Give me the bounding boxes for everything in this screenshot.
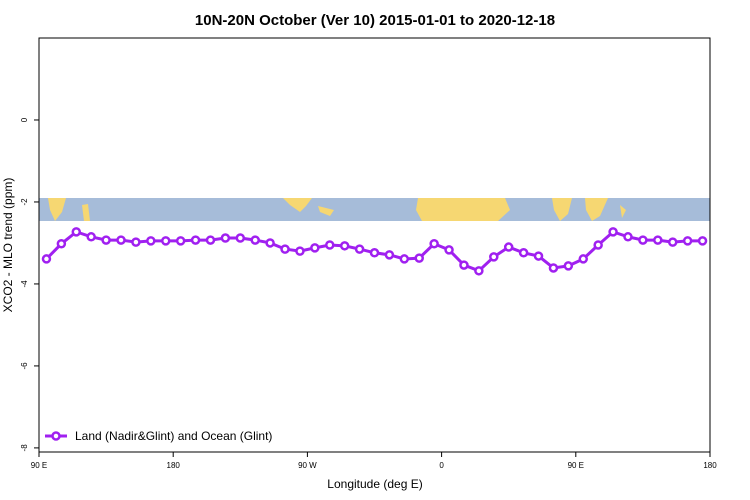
x-tick-label: 180 bbox=[167, 461, 181, 470]
data-point bbox=[503, 242, 514, 252]
data-point bbox=[414, 253, 424, 263]
land bbox=[82, 204, 90, 221]
map-band bbox=[39, 198, 710, 221]
y-tick-label: -6 bbox=[20, 362, 29, 370]
data-point bbox=[235, 233, 246, 243]
x-tick-label: 90 E bbox=[31, 461, 47, 470]
data-point bbox=[354, 244, 365, 254]
x-tick-label: 90 W bbox=[298, 461, 317, 470]
x-tick-label: 180 bbox=[703, 461, 717, 470]
land bbox=[552, 198, 572, 221]
data-point bbox=[682, 236, 693, 246]
data-point bbox=[205, 235, 216, 245]
land bbox=[283, 198, 312, 212]
land bbox=[318, 206, 334, 216]
data-point bbox=[101, 235, 111, 245]
y-tick-label: -4 bbox=[20, 280, 29, 288]
data-point bbox=[56, 239, 67, 249]
data-point bbox=[280, 244, 290, 254]
data-point bbox=[697, 236, 708, 246]
y-tick-label: -8 bbox=[20, 444, 29, 452]
data-point bbox=[578, 254, 589, 264]
ocean bbox=[39, 198, 710, 221]
data-point bbox=[220, 233, 231, 243]
data-point bbox=[71, 227, 82, 237]
data-point bbox=[265, 238, 275, 248]
data-point bbox=[444, 245, 454, 255]
data-point bbox=[638, 235, 648, 245]
data-point bbox=[533, 251, 544, 261]
data-point bbox=[160, 236, 171, 246]
y-tick-label: 0 bbox=[20, 117, 29, 122]
data-point bbox=[399, 254, 410, 264]
data-point bbox=[653, 235, 663, 245]
data-point bbox=[489, 252, 499, 262]
land bbox=[416, 198, 510, 221]
data-point bbox=[608, 227, 618, 237]
legend-label: Land (Nadir&Glint) and Ocean (Glint) bbox=[75, 429, 272, 443]
data-point bbox=[623, 232, 633, 242]
data-point bbox=[131, 237, 141, 247]
data-point bbox=[190, 235, 201, 245]
land bbox=[585, 198, 608, 221]
data-point bbox=[325, 240, 335, 250]
data-point bbox=[459, 260, 469, 270]
data-point bbox=[474, 266, 484, 276]
x-tick-label: 0 bbox=[439, 461, 444, 470]
data-point bbox=[339, 241, 350, 251]
data-point bbox=[384, 250, 395, 260]
data-point bbox=[175, 236, 186, 246]
x-axis-label: Longitude (deg E) bbox=[327, 477, 422, 491]
y-axis-label: XCO2 - MLO trend (ppm) bbox=[1, 178, 15, 313]
data-point bbox=[310, 243, 320, 253]
land bbox=[48, 198, 66, 221]
data-point bbox=[518, 248, 529, 258]
data-point bbox=[250, 235, 260, 245]
data-point bbox=[86, 232, 96, 242]
data-point bbox=[116, 235, 126, 245]
data-point bbox=[429, 239, 439, 249]
data-point bbox=[548, 263, 559, 273]
data-point bbox=[295, 246, 305, 256]
x-tick-label: 90 E bbox=[568, 461, 584, 470]
data-point bbox=[41, 254, 52, 264]
land bbox=[620, 205, 626, 218]
data-point bbox=[369, 248, 380, 258]
y-tick-label: -2 bbox=[20, 198, 29, 206]
data-point bbox=[563, 261, 574, 271]
legend-marker bbox=[51, 431, 61, 441]
plot-frame bbox=[38, 37, 711, 453]
data-point bbox=[593, 240, 603, 250]
data-point bbox=[667, 237, 678, 247]
chart-title: 10N-20N October (Ver 10) 2015-01-01 to 2… bbox=[195, 12, 555, 29]
data-point bbox=[146, 236, 156, 246]
